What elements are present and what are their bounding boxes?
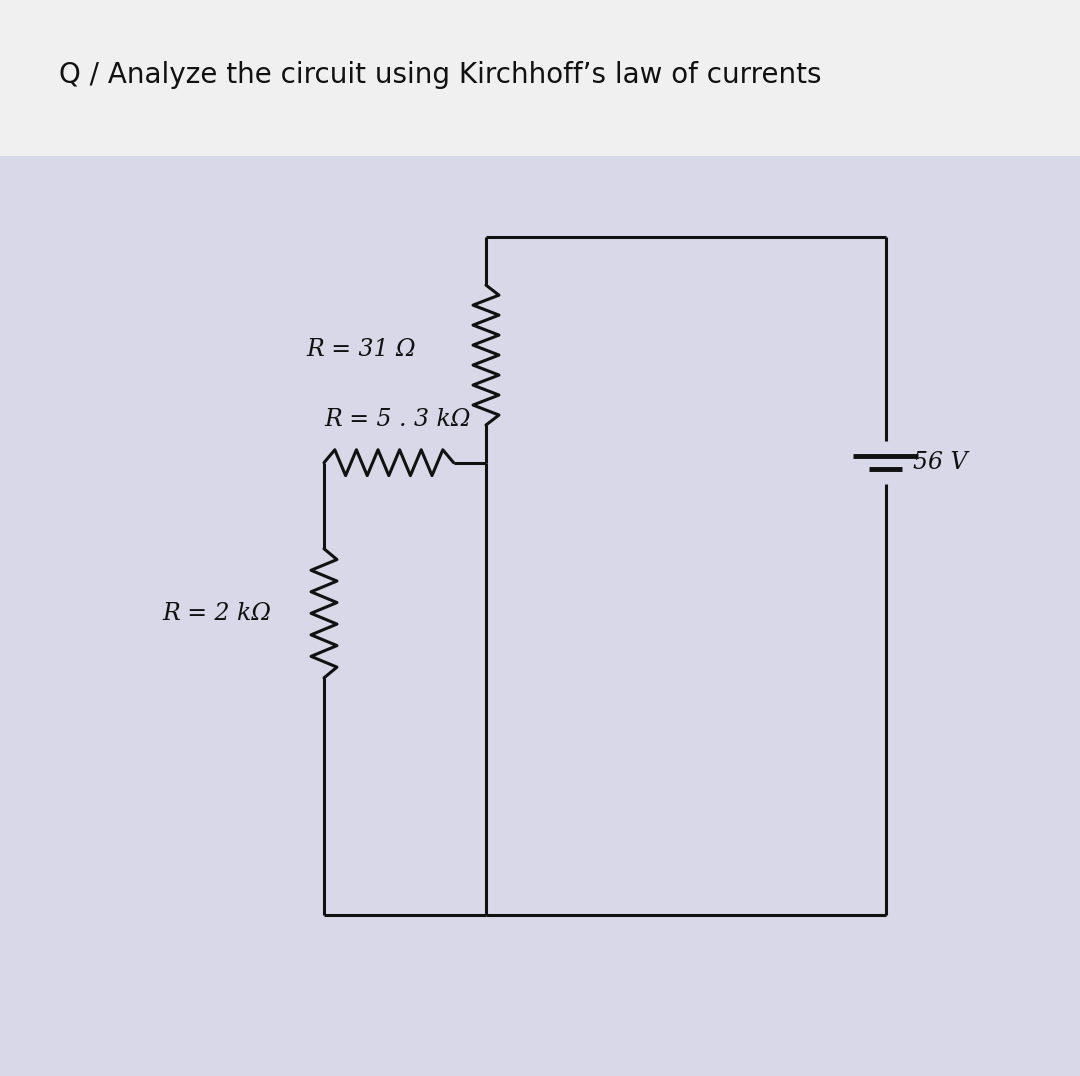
Text: R = 5 . 3 kΩ: R = 5 . 3 kΩ <box>324 408 471 431</box>
Text: R = 2 kΩ: R = 2 kΩ <box>162 601 271 625</box>
Text: 56 V: 56 V <box>913 451 967 475</box>
Text: Q / Analyze the circuit using Kirchhoff’s law of currents: Q / Analyze the circuit using Kirchhoff’… <box>59 61 822 89</box>
Bar <box>0 156 1080 1076</box>
Bar <box>0 0 1080 156</box>
Text: R = 31 Ω: R = 31 Ω <box>306 338 416 362</box>
